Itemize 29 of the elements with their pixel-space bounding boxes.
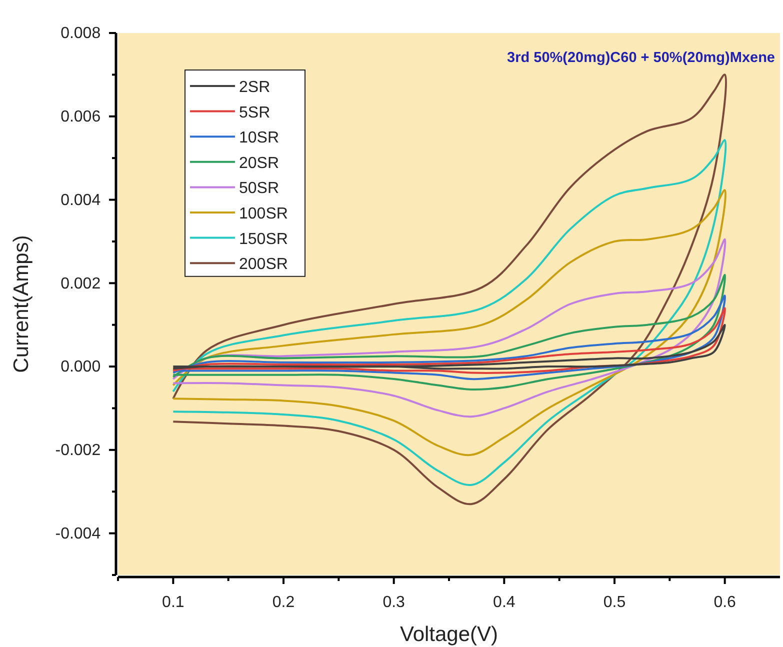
x-tick-label: 0.6 — [714, 594, 736, 611]
text: 3rd 50%(20mg)C60 + 50%(20mg)Mxene — [507, 50, 775, 66]
y-tick-label: -0.004 — [55, 525, 101, 542]
y-tick-label: -0.002 — [55, 442, 101, 460]
legend-label: 100SR — [239, 206, 288, 222]
line-series — [172, 274, 726, 391]
legend-label: 50SR — [239, 180, 280, 198]
y-axis-title: Current(Amps) — [10, 235, 33, 373]
line-series — [172, 294, 726, 380]
legend-label: 2SR — [239, 79, 270, 96]
legend-label: 200SR — [239, 256, 288, 274]
x-axis-title: Voltage(V) — [400, 623, 498, 646]
x-tick-label: 0.4 — [493, 594, 516, 611]
y-tick-label: 0.006 — [60, 108, 101, 126]
legend-label: 10SR — [239, 130, 280, 147]
x-tick-label: 0.3 — [382, 594, 406, 611]
line-series — [172, 74, 727, 506]
legend-label: 20SR — [239, 154, 280, 172]
legend-label: 150SR — [239, 230, 288, 248]
x-tick-label: 0.1 — [162, 594, 184, 611]
x-tick-label: 0.5 — [603, 594, 626, 611]
line-series — [172, 324, 726, 370]
y-tick-label: 0.002 — [60, 275, 101, 292]
legend-label: 5SR — [239, 104, 270, 122]
line-series — [172, 307, 726, 374]
y-tick-label: 0.008 — [60, 25, 101, 42]
y-tick-label: 0.000 — [60, 358, 101, 376]
y-tick-label: 0.004 — [60, 192, 101, 209]
x-tick-label: 0.2 — [272, 594, 295, 611]
